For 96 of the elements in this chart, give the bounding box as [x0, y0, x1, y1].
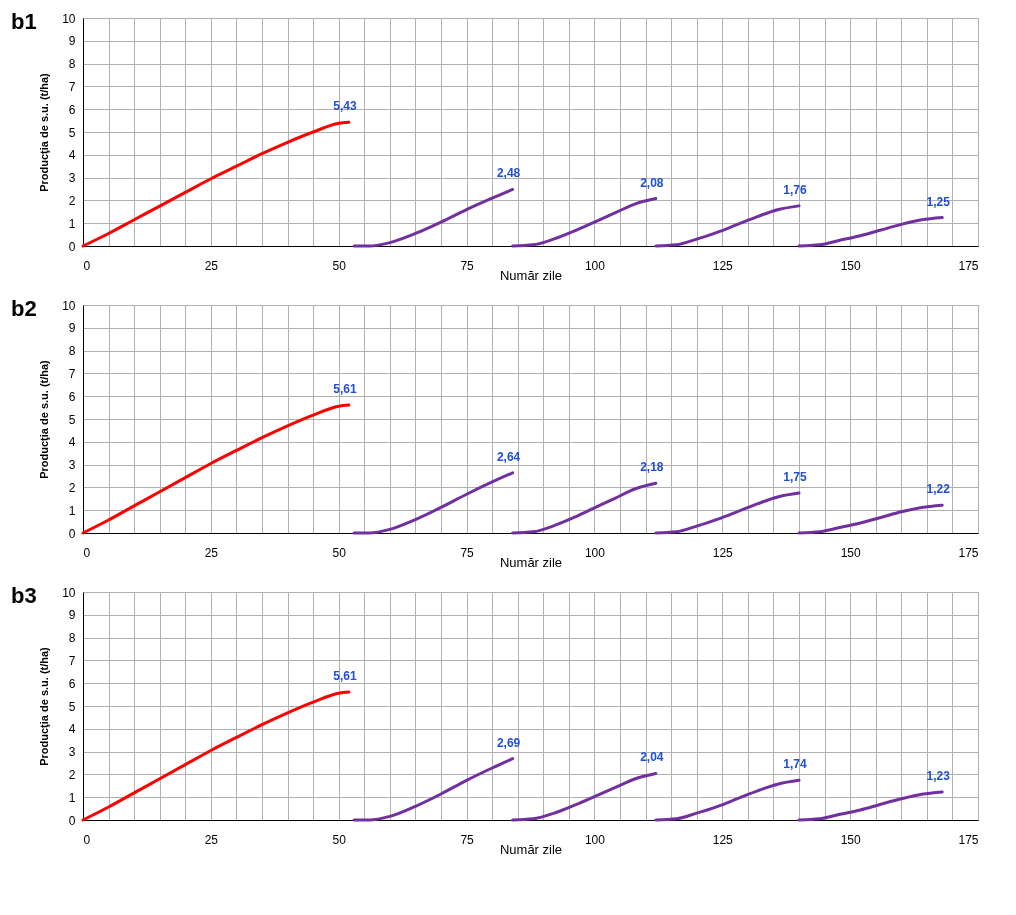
y-tick-label: 9 — [68, 321, 76, 336]
y-tick-label: 6 — [68, 676, 76, 691]
y-tick-label: 1 — [68, 790, 76, 805]
y-tick-label: 9 — [68, 34, 76, 49]
y-tick-label: 7 — [68, 653, 76, 668]
data-label: 2,18 — [640, 460, 664, 475]
data-label: 2,08 — [640, 175, 664, 190]
x-tick-label: 75 — [460, 258, 475, 273]
line-series — [81, 403, 351, 535]
x-tick-label: 25 — [204, 545, 219, 560]
y-tick-label: 3 — [68, 458, 76, 473]
line-series — [81, 690, 351, 822]
data-label: 2,69 — [496, 735, 521, 750]
y-axis-title: Producţia de s.u. (t/ha) — [38, 72, 51, 192]
x-tick-label: 125 — [712, 832, 734, 847]
x-tick-label: 0 — [83, 258, 91, 273]
line-series — [511, 771, 658, 822]
line-series — [797, 216, 944, 248]
x-tick-label: 50 — [332, 545, 347, 560]
line-series — [352, 471, 515, 535]
y-tick-label: 10 — [62, 585, 76, 600]
chart-title: b1 — [11, 9, 37, 34]
x-tick-label: 125 — [712, 545, 734, 560]
x-tick-label: 175 — [958, 545, 979, 560]
line-series — [654, 778, 801, 822]
y-axis-title: Producţia de s.u. (t/ha) — [38, 359, 51, 479]
y-tick-label: 10 — [62, 11, 76, 26]
line-series — [797, 503, 944, 535]
data-label: 1,74 — [783, 757, 807, 772]
x-tick-label: 25 — [204, 832, 219, 847]
data-label: 1,25 — [926, 194, 951, 209]
y-tick-label: 3 — [68, 171, 76, 186]
y-tick-label: 1 — [68, 503, 76, 518]
y-tick-label: 2 — [68, 767, 76, 782]
data-label: 1,22 — [926, 482, 951, 497]
y-tick-label: 0 — [68, 239, 76, 254]
y-tick-label: 4 — [68, 435, 76, 450]
x-tick-label: 175 — [958, 258, 979, 273]
y-tick-label: 2 — [68, 193, 76, 208]
x-tick-label: 50 — [332, 258, 347, 273]
line-series — [81, 120, 351, 248]
x-tick-label: 125 — [712, 258, 734, 273]
y-tick-label: 3 — [68, 745, 76, 760]
x-tick-label: 100 — [584, 545, 606, 560]
y-tick-label: 2 — [68, 480, 76, 495]
line-series — [352, 757, 515, 822]
x-axis-title: Număr zile — [499, 267, 563, 283]
x-tick-label: 175 — [958, 832, 979, 847]
x-tick-label: 0 — [83, 545, 91, 560]
y-tick-label: 1 — [68, 216, 76, 231]
line-series — [511, 197, 658, 248]
y-axis-title: Producţia de s.u. (t/ha) — [38, 646, 51, 766]
x-tick-label: 150 — [840, 258, 861, 273]
line-series — [797, 790, 944, 822]
line-series — [654, 491, 801, 535]
y-tick-label: 7 — [68, 79, 76, 94]
y-tick-label: 4 — [68, 148, 76, 163]
data-label: 5,43 — [333, 99, 357, 114]
x-axis-title: Număr zile — [499, 841, 563, 857]
data-label: 5,61 — [333, 382, 357, 397]
x-tick-label: 25 — [204, 258, 219, 273]
data-label: 2,04 — [640, 750, 664, 765]
x-axis-title: Număr zile — [499, 554, 563, 570]
x-tick-label: 75 — [460, 832, 475, 847]
y-tick-label: 9 — [68, 608, 76, 623]
y-tick-label: 8 — [68, 57, 76, 72]
y-tick-label: 8 — [68, 344, 76, 359]
x-tick-label: 100 — [584, 258, 606, 273]
x-tick-label: 50 — [332, 832, 347, 847]
y-tick-label: 6 — [68, 102, 76, 117]
data-label: 1,23 — [926, 768, 951, 783]
y-tick-label: 6 — [68, 389, 76, 404]
line-series — [352, 187, 515, 248]
x-tick-label: 150 — [840, 545, 861, 560]
x-tick-label: 75 — [460, 545, 475, 560]
chart-title: b3 — [11, 583, 37, 608]
y-tick-label: 7 — [68, 366, 76, 381]
data-label: 5,61 — [333, 669, 357, 684]
y-tick-label: 5 — [68, 699, 76, 714]
line-series — [654, 204, 801, 248]
data-label: 2,48 — [496, 166, 521, 181]
y-tick-label: 4 — [68, 722, 76, 737]
data-label: 1,76 — [783, 182, 807, 197]
line-series — [511, 481, 658, 535]
y-tick-label: 8 — [68, 631, 76, 646]
x-tick-label: 100 — [584, 832, 606, 847]
data-label: 1,75 — [783, 470, 807, 485]
x-tick-label: 0 — [83, 832, 91, 847]
y-tick-label: 5 — [68, 125, 76, 140]
data-label: 2,64 — [496, 449, 521, 464]
y-tick-label: 0 — [68, 526, 76, 541]
y-tick-label: 0 — [68, 813, 76, 828]
y-tick-label: 5 — [68, 412, 76, 427]
x-tick-label: 150 — [840, 832, 861, 847]
chart-title: b2 — [11, 296, 37, 321]
y-tick-label: 10 — [62, 298, 76, 313]
